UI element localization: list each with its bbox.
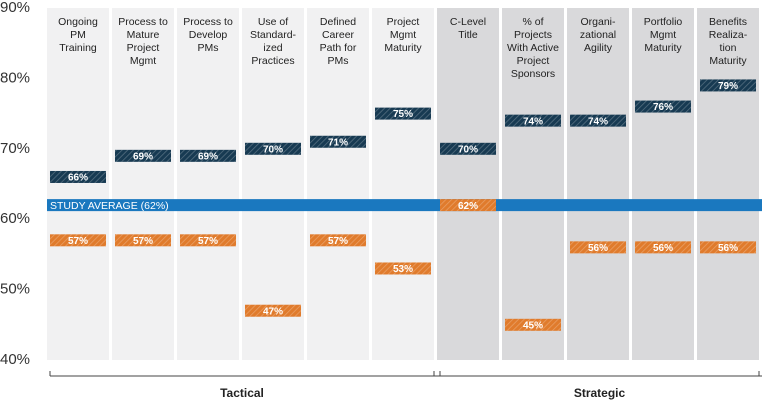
bar-hatch	[375, 107, 431, 120]
category-label: Defined Career Path for PMs	[319, 16, 357, 67]
column-background	[177, 8, 239, 360]
value-label: 75%	[393, 109, 413, 120]
value-label: 57%	[68, 236, 88, 247]
category-header: Portfolio Mgmt Maturity	[643, 16, 683, 54]
value-label: 57%	[133, 236, 153, 247]
bar-hatch	[245, 304, 301, 317]
bar-hatch	[375, 262, 431, 275]
column-background	[242, 8, 304, 360]
value-label: 56%	[588, 243, 608, 254]
bar-hatch	[310, 135, 366, 148]
category-header: % of Projects With Active Project Sponso…	[507, 16, 559, 80]
bar-hatch	[180, 149, 236, 162]
bar-hatch	[310, 234, 366, 247]
bar-hatch	[115, 234, 171, 247]
category-label: Benefits Realiza- tion Maturity	[708, 16, 748, 67]
bar-hatch	[440, 142, 496, 155]
column-background	[502, 8, 564, 360]
category-header: Benefits Realiza- tion Maturity	[708, 16, 748, 67]
category-header: Defined Career Path for PMs	[319, 16, 357, 67]
value-label: 57%	[198, 236, 218, 247]
value-label: 70%	[263, 144, 283, 155]
value-label: 74%	[523, 116, 543, 127]
bar-hatch	[50, 170, 106, 183]
value-label: 71%	[328, 137, 348, 148]
bar-hatch	[700, 79, 756, 92]
value-label: 79%	[718, 81, 738, 92]
column-background	[372, 8, 434, 360]
category-label: Use of Standard- ized Practices	[249, 16, 297, 67]
bar-hatch	[505, 114, 561, 127]
category-label: Process to Mature Project Mgmt	[118, 16, 168, 67]
y-tick-label: 40%	[0, 351, 30, 368]
value-label: 62%	[458, 201, 478, 212]
y-tick-label: 80%	[0, 69, 30, 86]
value-label: 47%	[263, 306, 283, 317]
category-label: % of Projects With Active Project Sponso…	[507, 16, 559, 80]
column-background	[437, 8, 499, 360]
value-label: 69%	[198, 151, 218, 162]
bar-hatch	[245, 142, 301, 155]
value-label: 57%	[328, 236, 348, 247]
column-background	[567, 8, 629, 360]
value-label: 53%	[393, 264, 413, 275]
value-label: 45%	[523, 320, 543, 331]
category-label: Ongoing PM Training	[58, 16, 98, 54]
y-tick-label: 50%	[0, 281, 30, 298]
column-background	[112, 8, 174, 360]
value-label: 56%	[653, 243, 673, 254]
column-background	[697, 8, 759, 360]
y-tick-label: 90%	[0, 0, 30, 16]
column-background	[307, 8, 369, 360]
bar-hatch	[180, 234, 236, 247]
bar-hatch	[570, 241, 626, 254]
group-label: Tactical	[220, 386, 264, 400]
category-header: Project Mgmt Maturity	[384, 16, 422, 54]
category-label: Process to Develop PMs	[183, 16, 233, 54]
category-label: C-Level Title	[449, 16, 487, 41]
category-header: Use of Standard- ized Practices	[249, 16, 297, 67]
value-label: 76%	[653, 102, 673, 113]
category-label: Organi- zational Agility	[579, 16, 617, 54]
y-tick-label: 60%	[0, 210, 30, 227]
y-tick-label: 70%	[0, 140, 30, 157]
column-background	[47, 8, 109, 360]
bar-hatch	[115, 149, 171, 162]
category-header: Organi- zational Agility	[579, 16, 617, 54]
average-label: STUDY AVERAGE (62%)	[50, 200, 169, 212]
value-label: 69%	[133, 151, 153, 162]
bar-hatch	[440, 199, 496, 212]
category-header: Process to Develop PMs	[183, 16, 233, 54]
value-label: 56%	[718, 243, 738, 254]
bar-hatch	[570, 114, 626, 127]
average-line	[47, 199, 762, 212]
bar-hatch	[700, 241, 756, 254]
category-header: Ongoing PM Training	[58, 16, 98, 54]
category-label: Portfolio Mgmt Maturity	[643, 16, 683, 54]
bar-hatch	[50, 234, 106, 247]
bar-hatch	[635, 241, 691, 254]
category-header: Process to Mature Project Mgmt	[118, 16, 168, 67]
value-label: 74%	[588, 116, 608, 127]
category-label: Project Mgmt Maturity	[384, 16, 422, 54]
bar-hatch	[505, 318, 561, 331]
bar-hatch	[635, 100, 691, 113]
column-background	[632, 8, 694, 360]
value-label: 66%	[68, 173, 88, 184]
group-label: Strategic	[574, 386, 626, 400]
category-header: C-Level Title	[449, 16, 487, 41]
value-label: 70%	[458, 144, 478, 155]
